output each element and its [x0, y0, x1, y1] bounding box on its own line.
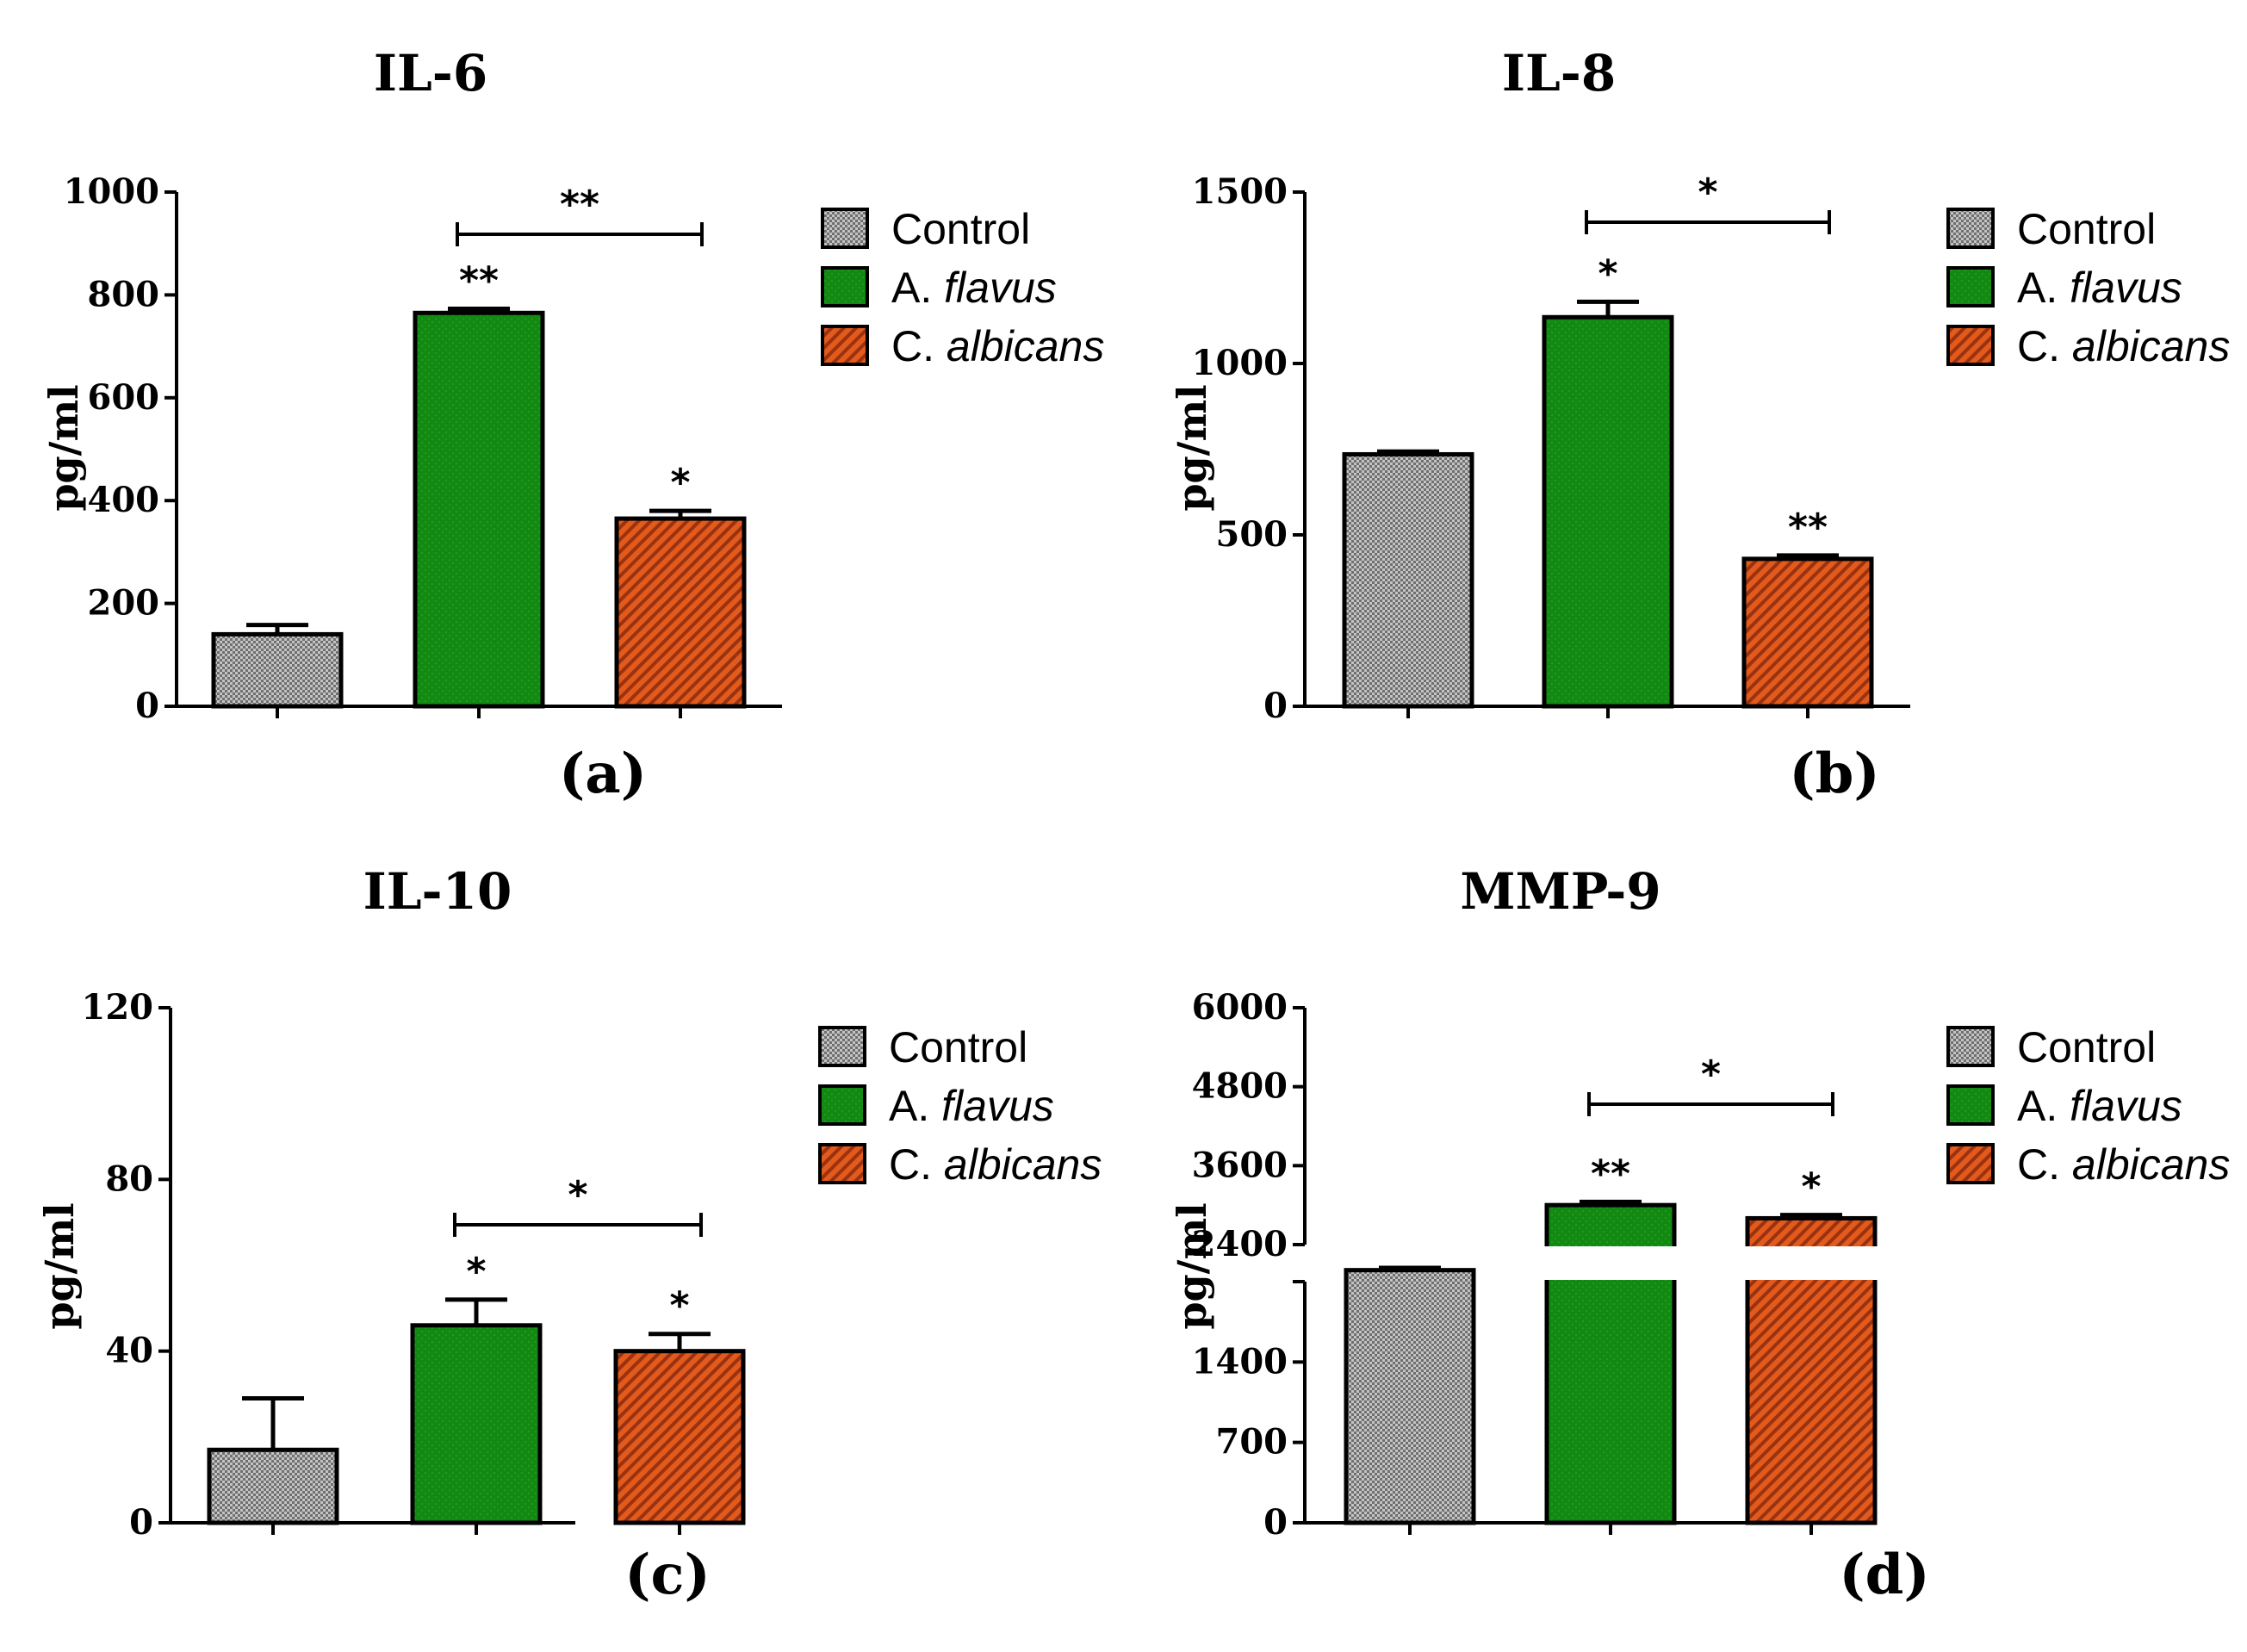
- panel-b-bar-a-flavus: [1542, 314, 1674, 709]
- panel-a-y-tick-label: 600: [88, 377, 160, 418]
- panel-c-legend-label-c-albicans: C. albicans: [889, 1140, 1102, 1189]
- panel-a-legend-label-control: Control: [891, 205, 1030, 253]
- panel-b-y-tick-label: 1000: [1192, 343, 1288, 383]
- panel-c-legend-swatch-control: [818, 1026, 866, 1067]
- panel-c-comparison-label: *: [568, 1173, 587, 1217]
- panel-d-significance-a-flavus: **: [1591, 1152, 1630, 1196]
- panel-b-legend-label-control: Control: [2017, 205, 2156, 253]
- panel-b-comparison-label: *: [1698, 171, 1717, 214]
- panel-a-legend-swatch-control: [821, 208, 869, 249]
- panel-c-y-axis-label: pg/ml: [36, 1202, 83, 1329]
- panel-d-y-tick-label: 3600: [1192, 1145, 1288, 1185]
- panel-b-significance-a-flavus: *: [1598, 252, 1617, 295]
- panel-b-bar-c-albicans: [1741, 556, 1874, 709]
- panel-d-legend-swatch-a-flavus: [1946, 1084, 1995, 1126]
- panel-c-label: (c): [624, 1543, 711, 1607]
- panel-c-legend-label-a-flavus: A. flavus: [889, 1082, 1054, 1130]
- panel-b-title: IL-8: [1502, 44, 1616, 102]
- panel-c-legend-label-control: Control: [889, 1023, 1027, 1071]
- panel-d-axis-break-gap: [1538, 1246, 1884, 1280]
- panel-d: MMP-9pg/ml** **070014002400360048006000Co…: [1169, 862, 2230, 1607]
- panel-d-y-tick-label: 1400: [1192, 1341, 1288, 1382]
- panel-c-y-tick-label: 120: [82, 987, 154, 1028]
- panel-a-bar-c-albicans: [614, 516, 747, 709]
- panel-b-y-tick-label: 1500: [1192, 171, 1288, 212]
- panel-a-significance-c-albicans: *: [670, 461, 690, 505]
- panel-d-legend: Control A. flavus C. albicans: [1946, 1023, 2230, 1189]
- panel-a-label: (a): [559, 742, 647, 806]
- panel-a-legend-label-c-albicans: C. albicans: [891, 322, 1104, 370]
- panel-d-y-tick-label: 4800: [1192, 1066, 1288, 1107]
- panel-b-legend-label-a-flavus: A. flavus: [2017, 264, 2182, 312]
- panel-b-y-tick-label: 500: [1216, 514, 1288, 555]
- panel-a-legend: Control A. flavus C. albicans: [821, 205, 1104, 370]
- panel-b-legend-swatch-control: [1946, 208, 1995, 249]
- panel-c-legend-swatch-c-albicans: [818, 1143, 866, 1184]
- panel-d-y-tick-label: 2400: [1192, 1224, 1288, 1264]
- panel-c-y-tick-label: 0: [129, 1502, 153, 1543]
- panel-d-legend-label-c-albicans: C. albicans: [2017, 1140, 2230, 1189]
- panel-d-legend-label-control: Control: [2017, 1023, 2156, 1071]
- panel-d-legend-label-a-flavus: A. flavus: [2017, 1082, 2182, 1130]
- panel-c-title: IL-10: [363, 862, 512, 921]
- panel-a-comparison-label: **: [560, 183, 599, 227]
- panel-b-legend-label-c-albicans: C. albicans: [2017, 322, 2230, 370]
- panel-d-y-axis-label: pg/ml: [1169, 1202, 1215, 1329]
- panel-b-legend-swatch-a-flavus: [1946, 266, 1995, 307]
- panel-b-y-axis-label: pg/ml: [1169, 384, 1215, 511]
- panel-c-bar-control: [207, 1447, 339, 1525]
- panel-c-bar-c-albicans: [613, 1349, 746, 1525]
- panel-c: IL-10 pg/ml * * * 0 40 80 120 Control A. flavus C. …: [36, 862, 1102, 1607]
- panel-d-legend-swatch-control: [1946, 1026, 1995, 1067]
- panel-a-legend-swatch-a-flavus: [821, 266, 869, 307]
- panel-c-legend: Control A. flavus C. albicans: [818, 1023, 1102, 1189]
- panel-a-title: IL-6: [374, 44, 487, 102]
- panel-a-y-axis-label: pg/ml: [40, 384, 87, 511]
- panel-a-y-tick-label: 400: [88, 480, 160, 520]
- panel-d-y-tick-label: 0: [1263, 1502, 1288, 1543]
- panel-c-legend-swatch-a-flavus: [818, 1084, 866, 1126]
- panel-a-bar-a-flavus: [413, 310, 545, 709]
- panel-d-significance-c-albicans: *: [1801, 1165, 1821, 1209]
- panel-c-significance-c-albicans: *: [669, 1284, 689, 1328]
- panel-d-bar-control: [1344, 1268, 1476, 1525]
- panel-b-legend-swatch-c-albicans: [1946, 325, 1995, 366]
- panel-d-legend-swatch-c-albicans: [1946, 1143, 1995, 1184]
- panel-a-legend-label-a-flavus: A. flavus: [891, 264, 1057, 312]
- panel-d-label: (d): [1839, 1543, 1929, 1607]
- panel-d-y-tick-label: 700: [1216, 1422, 1288, 1463]
- panel-a-bar-control: [211, 631, 344, 709]
- panel-a-legend-swatch-c-albicans: [821, 325, 869, 366]
- panel-c-y-tick-label: 80: [105, 1158, 153, 1199]
- panel-a-y-tick-label: 800: [88, 274, 160, 314]
- panel-a-y-tick-label: 0: [135, 686, 159, 726]
- panel-b-significance-c-albicans: **: [1788, 506, 1828, 550]
- panel-c-bar-a-flavus: [410, 1323, 543, 1525]
- panel-a-significance-a-flavus: **: [459, 259, 499, 303]
- panel-d-title: MMP-9: [1460, 862, 1660, 921]
- panel-c-y-tick-label: 40: [105, 1331, 153, 1371]
- panel-b-label: (b): [1789, 742, 1879, 806]
- panel-d-y-tick-label: 6000: [1192, 987, 1288, 1028]
- panel-a: IL-6pg/ml*****02004006008001000ControlA.…: [40, 44, 1104, 806]
- panel-a-y-tick-label: 1000: [64, 171, 159, 212]
- panel-d-comparison-label: *: [1701, 1053, 1721, 1096]
- panel-a-y-tick-label: 200: [88, 583, 160, 624]
- panel-b-y-tick-label: 0: [1263, 686, 1288, 726]
- panel-c-significance-a-flavus: *: [466, 1250, 486, 1294]
- panel-b-bar-control: [1342, 451, 1474, 709]
- panel-b-legend: Control A. flavus C. albicans: [1946, 205, 2230, 370]
